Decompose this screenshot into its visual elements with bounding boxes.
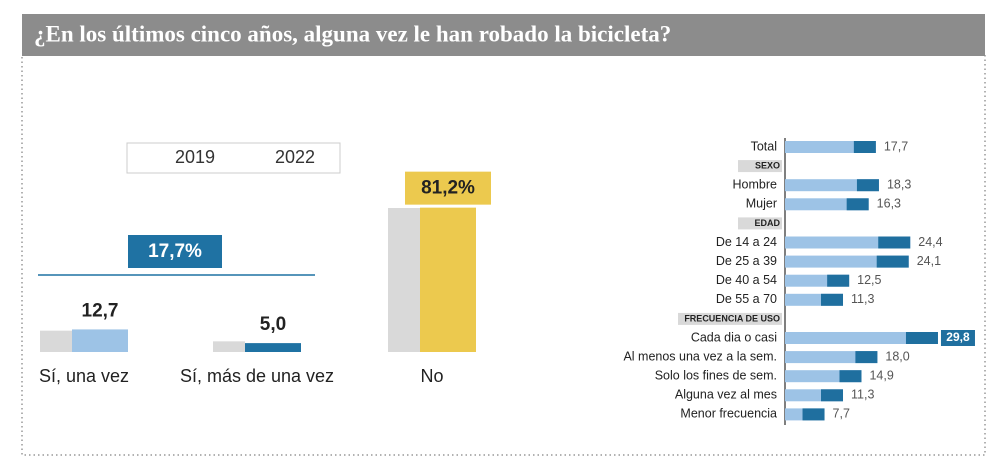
y-tick-label: De 40 a 54 bbox=[716, 273, 777, 287]
value-label-box bbox=[405, 171, 491, 205]
y-tick-label: Hombre bbox=[733, 177, 778, 191]
x-tick-label: No bbox=[420, 366, 443, 386]
x-tick-label: Sí, más de una vez bbox=[180, 366, 334, 386]
bar-cap bbox=[905, 332, 938, 344]
legend-label: 2022 bbox=[275, 147, 315, 167]
bar-cap bbox=[839, 370, 862, 383]
total-box bbox=[128, 235, 222, 268]
section-label: EDAD bbox=[754, 218, 780, 228]
value-label: 14,9 bbox=[869, 368, 893, 382]
value-label: 17,7 bbox=[884, 139, 908, 153]
y-tick-label: Menor frecuencia bbox=[680, 407, 777, 421]
y-tick-label: De 14 a 24 bbox=[716, 235, 777, 249]
bar-2019 bbox=[388, 208, 420, 352]
bar-2022 bbox=[245, 343, 301, 352]
legend-label: 2019 bbox=[175, 147, 215, 167]
value-label: 16,3 bbox=[877, 197, 901, 211]
bar-cap bbox=[878, 236, 911, 249]
section-label: SEXO bbox=[755, 160, 780, 170]
y-tick-label: Al menos una vez a la sem. bbox=[623, 349, 777, 363]
bar-2022 bbox=[72, 329, 128, 352]
value-label: 18,0 bbox=[885, 349, 909, 363]
section-label: FRECUENCIA DE USO bbox=[684, 313, 780, 323]
bar-cap bbox=[876, 255, 909, 268]
y-tick-label: Solo los fines de sem. bbox=[655, 368, 777, 382]
bar-cap bbox=[821, 293, 844, 306]
y-tick-label: De 55 a 70 bbox=[716, 292, 777, 306]
value-label: 12,7 bbox=[82, 300, 119, 321]
y-tick-label: Cada dia o casi bbox=[691, 330, 777, 344]
section-box bbox=[738, 217, 782, 230]
value-label: 29,8 bbox=[946, 330, 970, 344]
legend-box bbox=[126, 142, 341, 174]
value-label: 11,3 bbox=[851, 388, 874, 402]
section-box bbox=[738, 160, 782, 173]
header-bar bbox=[22, 14, 985, 56]
y-tick-label: Total bbox=[751, 139, 777, 153]
bar-cap bbox=[802, 408, 825, 421]
value-label: 18,3 bbox=[887, 177, 911, 191]
bar bbox=[785, 351, 878, 364]
y-tick-label: De 25 a 39 bbox=[716, 254, 777, 268]
title: ¿En los últimos cinco años, alguna vez l… bbox=[34, 21, 671, 46]
bar-2022 bbox=[420, 207, 476, 352]
bar-cap bbox=[821, 389, 844, 402]
value-label: 12,5 bbox=[857, 273, 881, 287]
bar-cap bbox=[827, 274, 850, 287]
bar-2019 bbox=[40, 330, 72, 352]
bar-2019 bbox=[213, 341, 245, 352]
value-label: 11,3 bbox=[851, 292, 874, 306]
value-label: 5,0 bbox=[260, 314, 286, 335]
bar bbox=[785, 332, 938, 344]
value-label-box bbox=[940, 330, 975, 346]
section-box bbox=[678, 312, 782, 325]
x-tick-label: Sí, una vez bbox=[39, 366, 129, 386]
total-label: 17,7% bbox=[148, 241, 202, 262]
value-label: 7,7 bbox=[833, 407, 850, 421]
bar bbox=[785, 179, 879, 192]
value-label: 24,4 bbox=[918, 235, 942, 249]
bar-cap bbox=[853, 141, 876, 153]
bar-cap bbox=[846, 198, 869, 211]
value-label: 24,1 bbox=[917, 254, 941, 268]
bar-cap bbox=[855, 351, 878, 364]
y-tick-label: Mujer bbox=[746, 197, 777, 211]
value-label: 81,2% bbox=[421, 178, 475, 199]
bar bbox=[785, 141, 876, 153]
y-tick-label: Alguna vez al mes bbox=[675, 388, 777, 402]
bar-cap bbox=[856, 179, 879, 192]
